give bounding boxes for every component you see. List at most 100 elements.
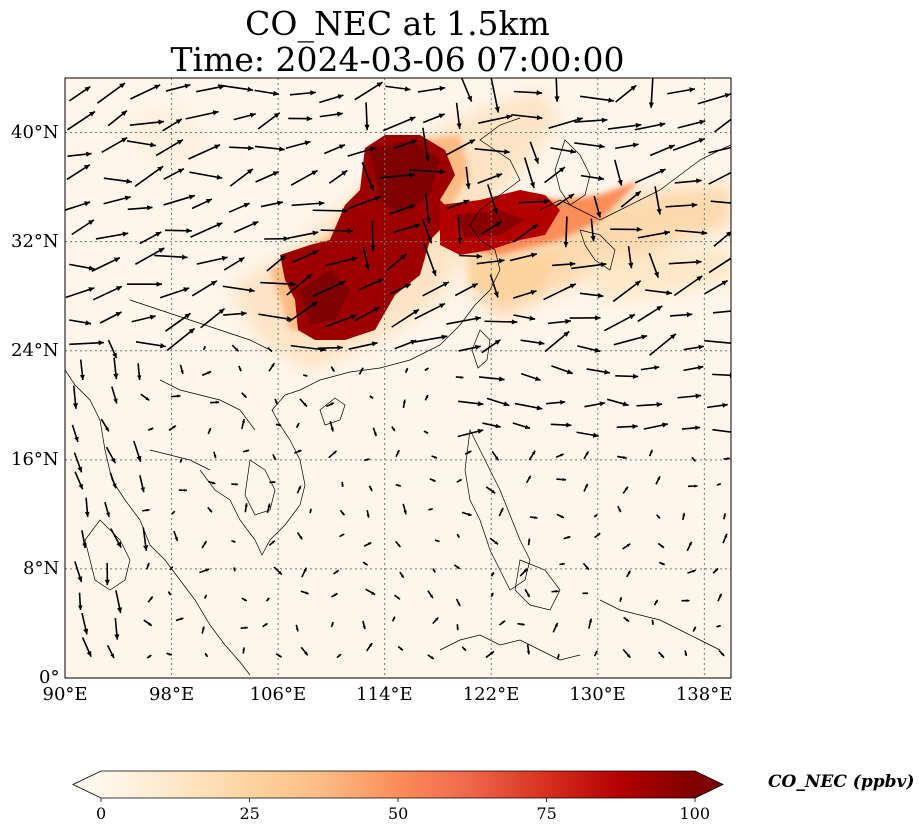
wind-arrow	[716, 624, 721, 628]
wind-arrow	[362, 246, 370, 271]
wind-arrow	[394, 339, 417, 350]
wind-arrow	[185, 110, 219, 120]
wind-arrow	[682, 512, 686, 521]
wind-arrow	[526, 644, 531, 655]
wind-arrow	[465, 166, 471, 189]
wind-arrow	[386, 253, 407, 271]
wind-arrow	[613, 159, 623, 186]
wind-arrow	[341, 481, 344, 488]
wind-arrow	[717, 593, 723, 602]
wind-arrow	[139, 475, 145, 493]
wind-arrow	[242, 449, 250, 453]
wind-arrow	[546, 399, 566, 405]
colorbar-label: CO_NEC (ppbv)	[768, 772, 915, 792]
wind-arrow	[69, 263, 95, 271]
wind-arrow	[137, 363, 142, 380]
wind-arrow	[296, 485, 302, 494]
wind-arrow	[140, 393, 150, 402]
wind-arrow	[362, 620, 366, 630]
wind-arrow	[324, 143, 346, 155]
x-tick-label: 98°E	[149, 684, 195, 705]
wind-arrow	[67, 151, 92, 157]
wind-arrow	[637, 230, 671, 239]
wind-arrow	[233, 112, 257, 121]
wind-arrow	[104, 563, 110, 586]
wind-arrow	[393, 139, 418, 150]
wind-arrow	[365, 588, 376, 596]
wind-arrow	[584, 401, 606, 408]
wind-arrow	[432, 568, 436, 573]
wind-arrow	[291, 200, 325, 207]
wind-arrow	[481, 339, 502, 354]
wind-arrow	[361, 161, 375, 192]
wind-arrow	[364, 102, 370, 131]
wind-arrow	[295, 422, 300, 429]
colorbar-ticks	[100, 798, 696, 802]
wind-arrow	[395, 540, 402, 548]
wind-arrow	[312, 208, 348, 214]
wind-arrow	[593, 650, 598, 657]
wind-arrow	[723, 457, 731, 461]
wind-arrow	[273, 566, 283, 576]
wind-arrow	[681, 425, 701, 431]
wind-arrow	[260, 200, 284, 208]
y-tick-label: 16°N	[11, 448, 59, 470]
wind-arrow	[458, 400, 484, 407]
wind-arrow	[655, 475, 661, 485]
wind-arrow	[484, 319, 518, 325]
wind-arrow	[147, 596, 154, 603]
wind-arrow	[446, 316, 482, 325]
colorbar-max-extend	[695, 771, 723, 798]
wind-arrow	[354, 81, 383, 101]
wind-arrow	[244, 503, 248, 513]
wind-arrow	[241, 418, 246, 430]
wind-arrow	[603, 313, 636, 332]
wind-arrow	[594, 532, 601, 539]
wind-arrow	[299, 398, 308, 408]
wind-arrow	[363, 541, 372, 547]
wind-arrow	[649, 333, 677, 356]
wind-arrow	[233, 220, 259, 234]
wind-arrow	[393, 223, 421, 234]
wind-arrow	[391, 426, 396, 432]
wind-arrow	[99, 311, 122, 324]
colorbar-gradient	[101, 771, 695, 798]
wind-arrow	[319, 111, 343, 118]
wind-arrow	[677, 119, 706, 129]
wind-arrow	[446, 138, 476, 156]
wind-arrow	[517, 622, 525, 626]
wind-arrow	[397, 645, 404, 651]
wind-arrow	[576, 431, 599, 438]
wind-arrow	[648, 449, 654, 457]
wind-arrow	[163, 168, 185, 180]
wind-arrow	[424, 367, 429, 372]
wind-arrow	[101, 137, 128, 154]
colorbar-tick-label: 0	[96, 804, 107, 823]
wind-arrow	[455, 375, 464, 379]
wind-arrow	[645, 289, 672, 296]
wind-arrow	[622, 543, 631, 550]
wind-arrow	[189, 171, 223, 180]
wind-arrow	[556, 513, 565, 519]
wind-arrow	[100, 418, 110, 432]
wind-arrow	[363, 458, 370, 462]
wind-arrow	[432, 616, 439, 625]
wind-arrow	[329, 420, 334, 432]
wind-arrow	[459, 253, 483, 259]
wind-arrow	[348, 341, 378, 350]
wind-arrow	[126, 140, 156, 148]
wind-arrow	[103, 177, 133, 184]
wind-arrow	[222, 285, 255, 293]
wind-arrow	[512, 422, 531, 430]
wind-arrow	[288, 116, 313, 122]
wind-arrow	[653, 599, 659, 606]
wind-arrow	[66, 163, 91, 181]
wind-arrow	[217, 84, 254, 92]
wind-arrow	[648, 78, 655, 108]
wind-arrow	[669, 312, 693, 318]
wind-arrow	[266, 254, 287, 272]
colorbar-min-extend	[73, 771, 101, 798]
wind-arrow	[238, 365, 242, 372]
wind-arrow	[143, 619, 153, 627]
wind-arrow	[692, 626, 697, 632]
